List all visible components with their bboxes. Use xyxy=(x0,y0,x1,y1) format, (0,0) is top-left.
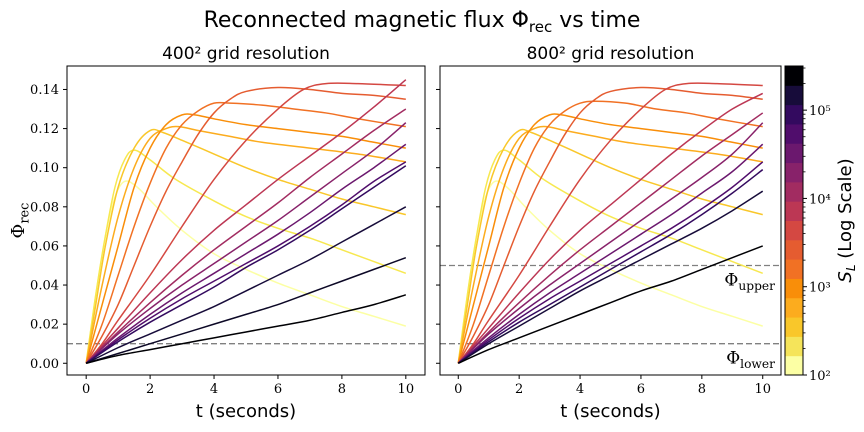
colorbar-band xyxy=(785,162,803,183)
y-tick-label: 0.00 xyxy=(30,357,59,372)
series-line xyxy=(85,180,407,364)
x-axis-label: t (seconds) xyxy=(196,401,296,422)
series-line xyxy=(457,180,763,364)
colorbar-band xyxy=(785,239,803,260)
colorbar-band xyxy=(785,181,803,202)
x-axis-label: t (seconds) xyxy=(560,401,660,422)
y-tick-label: 0.04 xyxy=(30,279,59,294)
colorbar-band xyxy=(785,85,803,106)
series-line xyxy=(457,161,764,364)
series-line xyxy=(457,113,763,364)
series-line xyxy=(85,122,407,364)
x-tick-label: 10 xyxy=(754,382,771,397)
colorbar-band xyxy=(785,104,803,125)
colorbar-band xyxy=(785,355,803,376)
x-tick-label: 0 xyxy=(82,382,90,397)
x-tick-label: 6 xyxy=(637,382,645,397)
colorbar-tick-label: 10² xyxy=(809,369,831,384)
reference-line-label: Φupper xyxy=(724,270,775,292)
x-tick-label: 0 xyxy=(454,382,462,397)
x-tick-label: 4 xyxy=(210,382,218,397)
panels: 0 2 4 6 8 10 0.00 0.02 0.04 0.06 0.08 0.10 0.12 0.14 4… xyxy=(8,44,782,422)
series-line xyxy=(85,165,407,364)
panel-title: 400² grid resolution xyxy=(162,44,330,64)
panel-right: Φupper Φlower 0 2 4 6 8 10 800² grid resolution t… xyxy=(436,44,782,422)
colorbar-frame xyxy=(784,65,804,376)
series-line xyxy=(457,128,763,364)
series-line xyxy=(85,125,406,364)
colorbar-band xyxy=(785,123,803,144)
series-line xyxy=(85,206,407,364)
reference-line-label: Φlower xyxy=(726,349,775,371)
figure-title: Reconnected magnetic flux Φrec vs time xyxy=(204,8,641,36)
y-tick-label: 0.02 xyxy=(30,318,59,333)
x-tick-label: 2 xyxy=(515,382,523,397)
y-tick-label: 0.14 xyxy=(30,83,59,98)
series-line xyxy=(457,149,763,364)
series-line xyxy=(86,294,407,364)
series-line xyxy=(457,92,764,364)
series-line xyxy=(457,190,764,364)
series-line xyxy=(85,101,406,364)
x-tick-label: 8 xyxy=(698,382,706,397)
colorbar-band xyxy=(785,297,803,318)
series-line xyxy=(457,82,763,364)
series-line xyxy=(85,79,407,364)
x-tick-label: 2 xyxy=(146,382,154,397)
colorbar-band xyxy=(785,317,803,337)
colorbar-band xyxy=(785,336,803,357)
series-line xyxy=(85,86,406,364)
series-line xyxy=(457,169,764,364)
colorbar-tick-label: 10³ xyxy=(809,281,831,296)
series-line xyxy=(85,161,407,364)
series-line xyxy=(85,108,407,364)
colorbar-tick-label: 10⁴ xyxy=(809,192,831,207)
series-line xyxy=(457,125,763,364)
series-line xyxy=(457,143,764,364)
colorbar-band xyxy=(785,66,803,86)
y-tick-label: 0.12 xyxy=(30,122,59,137)
colorbar-band xyxy=(785,259,803,279)
y-tick-label: 0.10 xyxy=(30,161,59,176)
y-tick-label: 0.08 xyxy=(30,200,59,215)
series-line xyxy=(457,112,764,364)
series-line xyxy=(85,113,406,364)
series-line xyxy=(85,256,407,364)
x-tick-label: 6 xyxy=(274,382,282,397)
colorbar-band xyxy=(785,143,803,164)
axes-frame xyxy=(66,65,426,376)
series-group xyxy=(457,82,764,364)
series-group xyxy=(85,79,407,364)
colorbar-label: SL (Log Scale) xyxy=(835,158,858,282)
series-line xyxy=(85,143,407,364)
series-line xyxy=(85,149,407,364)
colorbar-band xyxy=(785,201,803,221)
panel-left: 0 2 4 6 8 10 0.00 0.02 0.04 0.06 0.08 0.10 0.12 0.14 4… xyxy=(8,44,426,422)
series-line xyxy=(85,82,406,364)
colorbar: 10² 10³ 10⁴ 10⁵ SL (Log Scale) xyxy=(784,65,858,384)
series-line xyxy=(457,100,763,364)
colorbar-band xyxy=(785,220,803,241)
series-line xyxy=(457,122,764,364)
x-tick-label: 4 xyxy=(576,382,584,397)
x-tick-label: 10 xyxy=(398,382,415,397)
y-tick-label: 0.06 xyxy=(30,239,59,254)
series-line xyxy=(457,245,764,364)
x-tick-label: 8 xyxy=(338,382,346,397)
colorbar-tick-label: 10⁵ xyxy=(809,104,831,119)
axes-frame xyxy=(439,65,782,376)
colorbar-band xyxy=(785,278,803,299)
series-line xyxy=(457,86,763,364)
y-axis-label: Φrec xyxy=(8,203,33,239)
panel-title: 800² grid resolution xyxy=(527,44,695,64)
